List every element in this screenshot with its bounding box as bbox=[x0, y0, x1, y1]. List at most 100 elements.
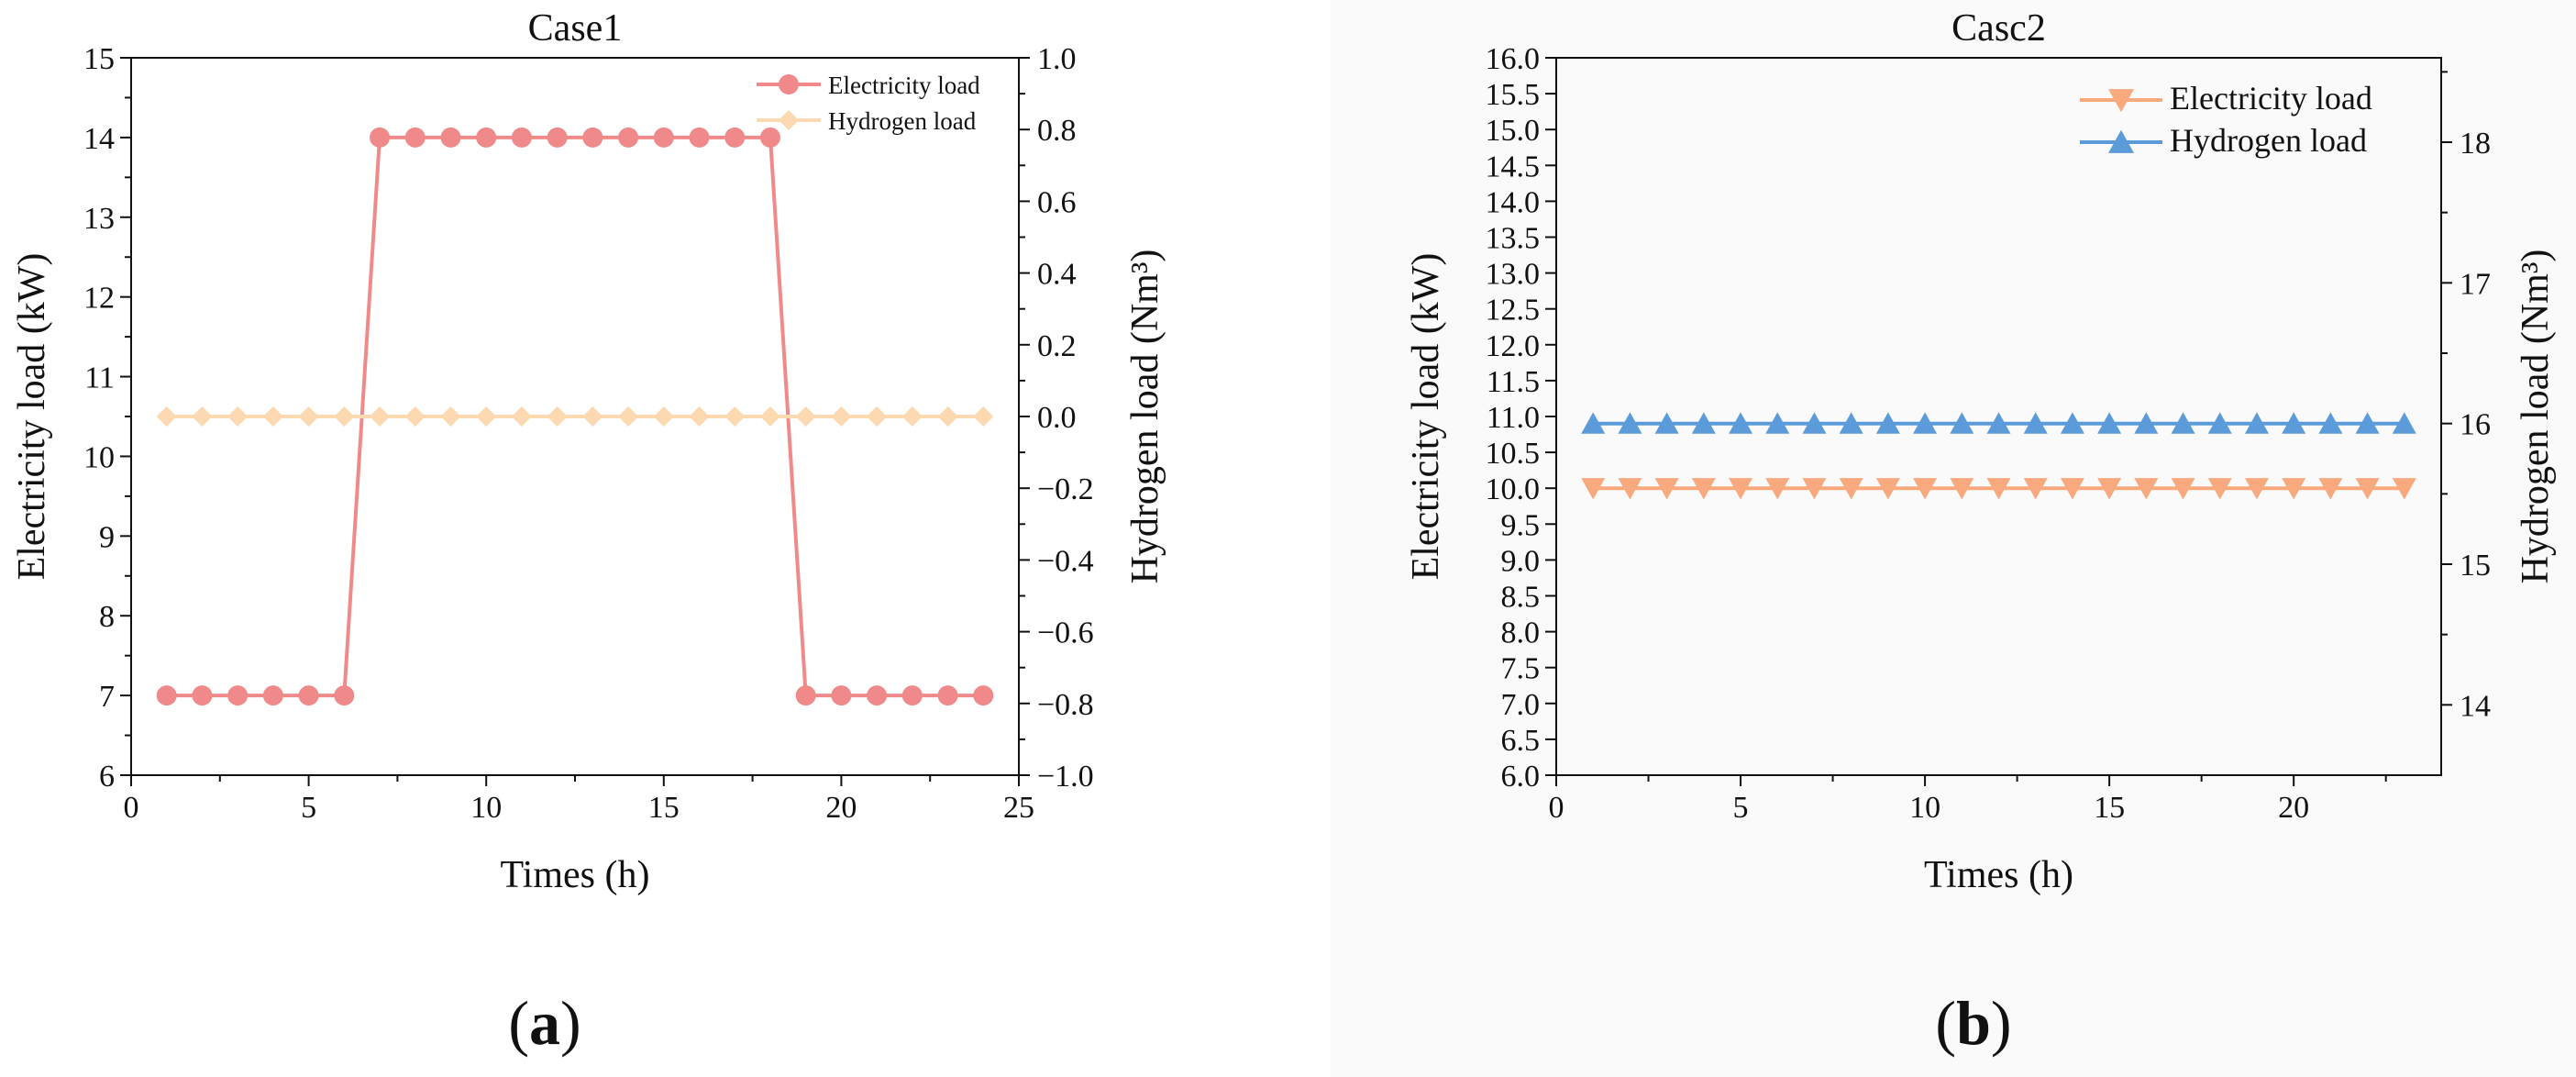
legend-label: Hydrogen load bbox=[828, 107, 977, 135]
y2-tick-label: 14 bbox=[2460, 689, 2491, 723]
data-point-hydrogen bbox=[2244, 412, 2269, 434]
data-point-hydrogen bbox=[2207, 412, 2232, 434]
legend-label: Hydrogen load bbox=[2170, 122, 2367, 159]
y2-axis-label: Hydrogen load (Nm³) bbox=[2515, 250, 2557, 584]
y-tick-label: 14 bbox=[83, 122, 115, 156]
data-point-electricity bbox=[404, 127, 426, 148]
y-tick-label: 11.5 bbox=[1487, 365, 1540, 399]
x-tick-label: 10 bbox=[470, 791, 502, 825]
data-point-hydrogen bbox=[2134, 412, 2159, 434]
legend-marker bbox=[779, 110, 799, 130]
y2-tick-label: 15 bbox=[2460, 549, 2491, 583]
y-tick-label: 8.5 bbox=[1501, 581, 1541, 615]
y-tick-label: 12.0 bbox=[1486, 329, 1541, 363]
data-point-hydrogen bbox=[1839, 412, 1863, 434]
y2-tick-label: 0.6 bbox=[1037, 185, 1077, 219]
y2-tick-label: −0.8 bbox=[1037, 688, 1094, 722]
data-point-hydrogen bbox=[2392, 412, 2416, 434]
y-axis-label: Electricity load (kW) bbox=[1405, 253, 1447, 581]
data-point-hydrogen bbox=[795, 406, 816, 427]
y2-tick-label: 17 bbox=[2460, 267, 2491, 301]
data-point-electricity bbox=[689, 127, 710, 148]
data-point-hydrogen bbox=[2282, 412, 2306, 434]
y-tick-label: 14.0 bbox=[1486, 185, 1541, 219]
y-tick-label: 14.5 bbox=[1486, 150, 1541, 183]
data-point-electricity bbox=[1950, 478, 1974, 500]
y-tick-label: 15 bbox=[83, 42, 115, 76]
data-point-hydrogen bbox=[370, 406, 391, 427]
data-point-electricity bbox=[1765, 478, 1790, 500]
y-tick-label: 9.0 bbox=[1501, 544, 1541, 578]
y-tick-label: 9 bbox=[99, 520, 115, 554]
data-point-electricity bbox=[227, 685, 249, 706]
y-tick-label: 13.5 bbox=[1486, 222, 1541, 256]
legend-marker bbox=[2108, 129, 2134, 153]
data-point-electricity bbox=[547, 127, 568, 148]
data-point-hydrogen bbox=[2355, 412, 2380, 434]
data-point-electricity bbox=[2207, 478, 2232, 500]
caption-b-close: ) bbox=[1991, 988, 2012, 1058]
data-point-electricity bbox=[1986, 478, 2011, 500]
y2-tick-label: 0.0 bbox=[1037, 401, 1077, 435]
caption-a-open: ( bbox=[508, 988, 529, 1058]
data-point-hydrogen bbox=[511, 406, 532, 427]
y-tick-label: 11 bbox=[84, 361, 115, 395]
data-point-electricity bbox=[831, 685, 852, 706]
x-tick-label: 15 bbox=[2094, 791, 2125, 825]
data-point-hydrogen bbox=[1986, 412, 2011, 434]
data-point-electricity bbox=[1581, 478, 1606, 500]
y2-tick-label: 0.4 bbox=[1037, 258, 1077, 292]
data-point-electricity bbox=[759, 127, 780, 148]
data-point-electricity bbox=[618, 127, 639, 148]
data-point-hydrogen bbox=[724, 406, 746, 427]
data-point-electricity bbox=[2392, 478, 2416, 500]
chart-title: Casc2 bbox=[1951, 7, 2046, 50]
x-tick-label: 20 bbox=[825, 791, 857, 825]
data-point-hydrogen bbox=[1618, 412, 1642, 434]
y-tick-label: 6.5 bbox=[1501, 724, 1541, 758]
y2-tick-label: −0.4 bbox=[1037, 544, 1094, 578]
data-point-electricity bbox=[653, 127, 674, 148]
y-tick-label: 6 bbox=[99, 760, 115, 794]
chart-title: Case1 bbox=[528, 7, 623, 50]
data-point-hydrogen bbox=[937, 406, 958, 427]
data-point-hydrogen bbox=[547, 406, 568, 427]
data-point-hydrogen bbox=[476, 406, 497, 427]
data-point-hydrogen bbox=[1875, 412, 1900, 434]
data-point-electricity bbox=[867, 685, 888, 706]
data-point-hydrogen bbox=[582, 406, 603, 427]
y2-tick-label: −0.6 bbox=[1037, 616, 1094, 650]
data-point-electricity bbox=[1654, 478, 1679, 500]
data-point-electricity bbox=[440, 127, 461, 148]
legend-label: Electricity load bbox=[828, 72, 980, 99]
data-point-hydrogen bbox=[192, 406, 213, 427]
data-point-electricity bbox=[370, 127, 391, 148]
data-point-electricity bbox=[476, 127, 497, 148]
data-point-hydrogen bbox=[1950, 412, 1974, 434]
y-tick-label: 9.5 bbox=[1501, 508, 1541, 542]
data-point-hydrogen bbox=[440, 406, 461, 427]
data-point-hydrogen bbox=[1581, 412, 1606, 434]
data-point-electricity bbox=[973, 685, 994, 706]
y-tick-label: 13.0 bbox=[1486, 258, 1541, 292]
data-point-hydrogen bbox=[404, 406, 426, 427]
x-tick-label: 5 bbox=[1733, 791, 1749, 825]
chart-case2: 0 5 10 15 20 6.06.57.07.58.08.59.09.510.010.5… bbox=[1405, 7, 2557, 896]
y-tick-label: 10 bbox=[83, 440, 115, 474]
data-point-electricity bbox=[2134, 478, 2159, 500]
data-point-hydrogen bbox=[973, 406, 994, 427]
legend-marker bbox=[779, 74, 799, 94]
data-point-hydrogen bbox=[1765, 412, 1790, 434]
data-point-electricity bbox=[2244, 478, 2269, 500]
y2-tick-label: −1.0 bbox=[1037, 760, 1094, 794]
x-tick-label: 0 bbox=[1549, 791, 1564, 825]
data-point-hydrogen bbox=[334, 406, 355, 427]
y2-tick-label: −0.2 bbox=[1037, 472, 1094, 506]
data-point-electricity bbox=[1875, 478, 1900, 500]
data-point-hydrogen bbox=[2318, 412, 2343, 434]
data-point-hydrogen bbox=[1691, 412, 1716, 434]
chart-case1: 0 5 10 15 20 25 6 7 8 9 10 11 12 13 14 15 −1.0 −0.8 −0.6 −0… bbox=[11, 7, 1166, 896]
data-point-electricity bbox=[582, 127, 603, 148]
caption-b: (b) bbox=[1935, 988, 2011, 1058]
